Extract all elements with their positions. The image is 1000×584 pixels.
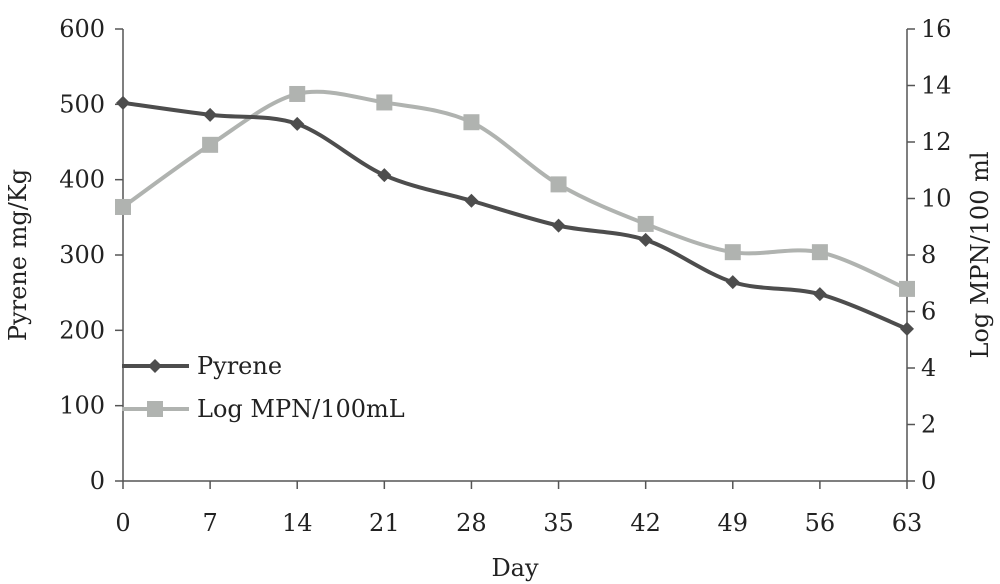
y-tick-label-left: 600 <box>59 15 105 43</box>
data-point-pyrene <box>116 95 130 110</box>
data-point-pyrene <box>203 107 218 122</box>
y-tick-label-left: 400 <box>59 166 105 194</box>
y-tick-label-right: 0 <box>921 467 936 495</box>
data-point-log-mpn <box>637 215 654 232</box>
y-axis-title-left: Pyrene mg/Kg <box>4 169 32 341</box>
y-tick-label-right: 16 <box>921 15 952 43</box>
x-tick-label: 14 <box>282 509 313 537</box>
series-line-pyrene <box>121 100 909 331</box>
series-line-log-mpn <box>121 89 909 291</box>
y-tick-label-right: 10 <box>921 185 952 213</box>
data-point-pyrene <box>900 321 914 336</box>
legend: Pyrene Log MPN/100mL <box>122 352 405 423</box>
data-point-log-mpn <box>550 176 567 193</box>
data-point-log-mpn <box>202 136 219 153</box>
y-tick-label-right: 6 <box>921 298 936 326</box>
data-point-pyrene <box>551 218 566 233</box>
data-point-pyrene <box>290 116 305 131</box>
y-tick-label-left: 200 <box>59 316 105 344</box>
data-point-pyrene <box>638 232 653 247</box>
legend-label-log-mpn: Log MPN/100mL <box>197 395 405 423</box>
x-tick-label: 0 <box>115 509 130 537</box>
legend-label-pyrene: Pyrene <box>197 352 282 380</box>
x-tick-label: 49 <box>718 509 749 537</box>
y-tick-label-left: 500 <box>59 90 105 118</box>
x-tick-label: 7 <box>202 509 217 537</box>
y-tick-label-right: 4 <box>921 354 936 382</box>
x-axis-title: Day <box>491 554 539 582</box>
data-point-log-mpn <box>376 94 393 111</box>
legend-marker-log-mpn <box>147 401 163 417</box>
x-tick-label: 63 <box>892 509 923 537</box>
x-tick-label: 35 <box>543 509 574 537</box>
axes-group: 0 7 14 21 28 35 42 49 56 63 0 100 200 300 400 500 600 0 2 4… <box>59 15 951 537</box>
data-point-pyrene <box>812 287 827 302</box>
y-tick-label-right: 8 <box>921 241 936 269</box>
data-point-pyrene <box>725 275 740 290</box>
data-point-pyrene <box>464 193 479 208</box>
x-tick-label: 56 <box>805 509 836 537</box>
data-point-log-mpn <box>115 198 131 215</box>
x-tick-label: 21 <box>369 509 400 537</box>
data-point-log-mpn <box>724 244 741 261</box>
data-point-log-mpn <box>899 280 915 297</box>
y-tick-label-left: 0 <box>90 467 105 495</box>
y-tick-label-left: 100 <box>59 392 105 420</box>
x-tick-label: 28 <box>456 509 487 537</box>
y-tick-label-right: 2 <box>921 411 936 439</box>
y-tick-label-right: 12 <box>921 128 952 156</box>
y-tick-label-left: 300 <box>59 241 105 269</box>
legend-marker-pyrene <box>148 359 162 373</box>
data-point-log-mpn <box>811 244 828 261</box>
data-point-log-mpn <box>463 114 480 131</box>
series-group <box>115 85 915 336</box>
x-tick-label: 42 <box>630 509 661 537</box>
y-tick-label-right: 14 <box>921 72 952 100</box>
y-axis-title-right: Log MPN/100 ml <box>966 151 994 358</box>
data-point-pyrene <box>377 168 392 183</box>
data-point-log-mpn <box>289 85 306 102</box>
